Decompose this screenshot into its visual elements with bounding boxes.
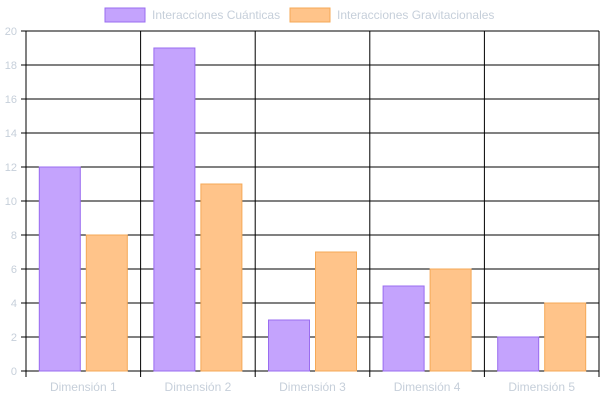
chart-bars bbox=[38, 47, 587, 372]
y-tick-label: 10 bbox=[5, 196, 17, 208]
bar-series-1-0[interactable] bbox=[38, 166, 81, 372]
bar-series-2-4[interactable] bbox=[544, 302, 587, 372]
legend-swatch-series-2[interactable] bbox=[289, 7, 331, 23]
x-tick-label: Dimensión 1 bbox=[50, 380, 117, 394]
bar-series-2-3[interactable] bbox=[429, 268, 472, 372]
y-tick-label: 8 bbox=[11, 230, 17, 242]
x-tick-label: Dimensión 2 bbox=[165, 380, 232, 394]
y-tick-label: 0 bbox=[11, 366, 17, 378]
bar-series-2-0[interactable] bbox=[85, 234, 128, 372]
y-tick-label: 20 bbox=[5, 26, 17, 38]
y-tick-label: 4 bbox=[11, 298, 17, 310]
chart-legend: Interacciones Cuánticas Interacciones Gr… bbox=[104, 7, 494, 23]
y-tick-label: 12 bbox=[5, 162, 17, 174]
y-tick-label: 16 bbox=[5, 94, 17, 106]
bar-series-2-1[interactable] bbox=[200, 183, 243, 372]
bar-series-1-3[interactable] bbox=[382, 285, 425, 372]
x-tick-label: Dimensión 4 bbox=[394, 380, 461, 394]
x-axis-tick-labels: Dimensión 1 Dimensión 2 Dimensión 3 Dimensi… bbox=[50, 380, 575, 394]
y-tick-label: 6 bbox=[11, 264, 17, 276]
x-tick-label: Dimensión 5 bbox=[508, 380, 575, 394]
legend-swatch-series-1[interactable] bbox=[104, 7, 146, 23]
y-tick-label: 18 bbox=[5, 60, 17, 72]
bar-series-1-2[interactable] bbox=[268, 319, 310, 372]
bar-series-1-1[interactable] bbox=[153, 47, 196, 372]
y-tick-label: 2 bbox=[11, 332, 17, 344]
y-tick-label: 14 bbox=[5, 128, 17, 140]
legend-label-series-1[interactable]: Interacciones Cuánticas bbox=[152, 8, 280, 22]
x-tick-label: Dimensión 3 bbox=[279, 380, 346, 394]
chart-grid bbox=[21, 30, 600, 377]
legend-label-series-2[interactable]: Interacciones Gravitacionales bbox=[337, 8, 494, 22]
bar-series-1-4[interactable] bbox=[497, 336, 540, 372]
bar-series-2-2[interactable] bbox=[315, 251, 357, 372]
y-axis-tick-labels: 0 2 4 6 8 10 12 14 16 18 20 bbox=[5, 26, 17, 378]
